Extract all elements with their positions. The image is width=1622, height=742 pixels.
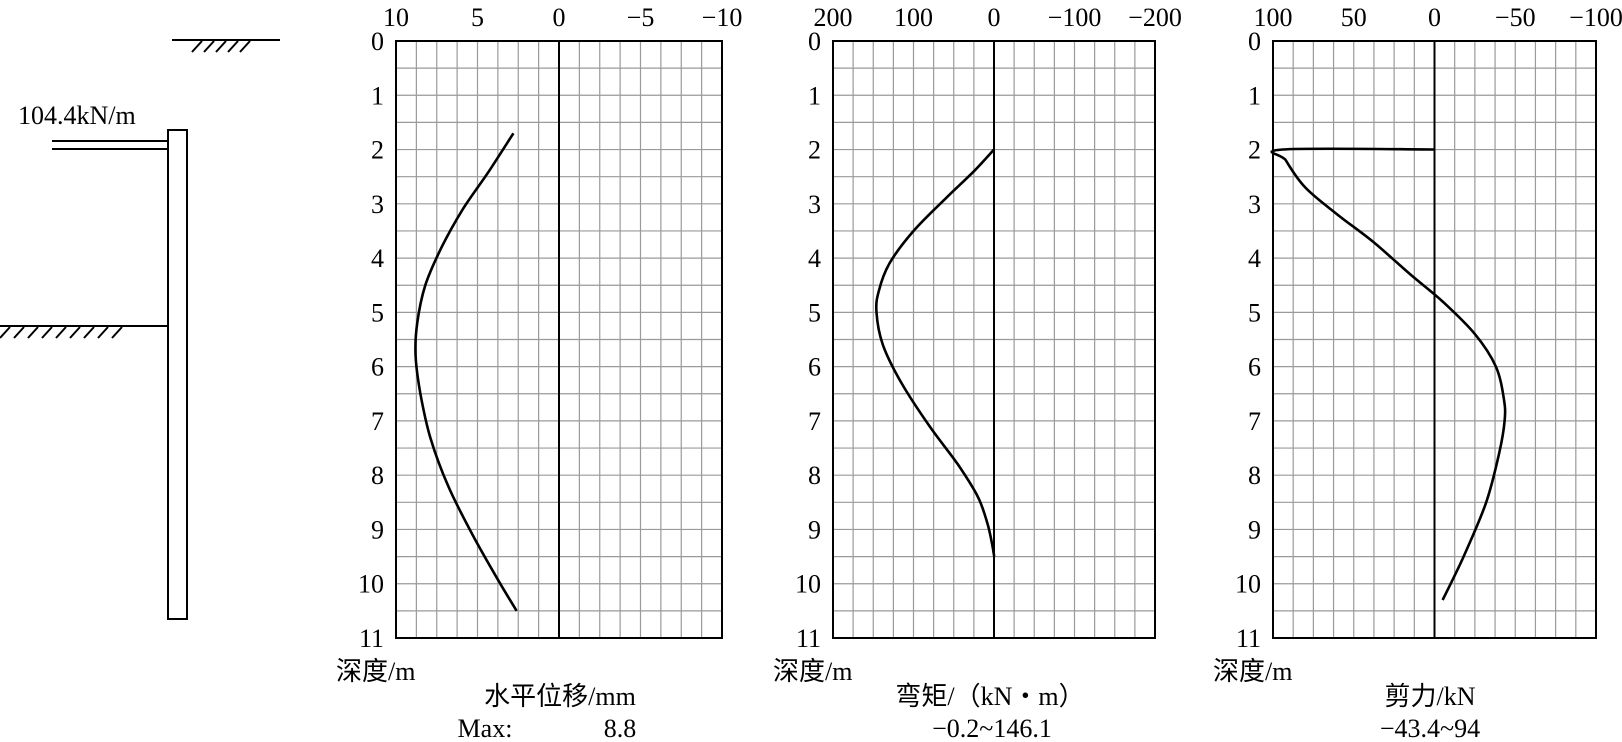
- displacement-y-tick-label: 7: [371, 407, 384, 436]
- shear-y-tick-label: 8: [1248, 461, 1261, 490]
- moment-y-tick-label: 0: [808, 27, 821, 56]
- displacement-x-axis-label: 水平位移/mm: [484, 682, 636, 711]
- shear-x-axis-label: 剪力/kN: [1384, 682, 1475, 711]
- moment-y-tick-label: 2: [808, 136, 821, 165]
- shear-y-tick-label: 5: [1248, 298, 1261, 327]
- excavation-level: [0, 325, 168, 339]
- displacement-x-tick-label: −10: [702, 3, 743, 32]
- shear-y-tick-label: 4: [1248, 244, 1261, 273]
- moment-y-tick-label: 8: [808, 461, 821, 490]
- moment-series-line: [874, 148, 996, 557]
- displacement-y-tick-label: 4: [371, 244, 384, 273]
- displacement-y-tick-label: 3: [371, 190, 384, 219]
- shear-x-tick-label: −50: [1495, 3, 1536, 32]
- displacement-y-tick-label: 9: [371, 515, 384, 544]
- strut-support: [52, 140, 168, 150]
- displacement-x-tick-label: 0: [553, 3, 566, 32]
- shear-y-tick-label: 10: [1235, 570, 1261, 599]
- shear-y-tick-label: 11: [1236, 624, 1261, 653]
- moment-y-tick-label: 10: [795, 570, 821, 599]
- shear-y-tick-label: 7: [1248, 407, 1261, 436]
- moment-x-axis-label: 弯矩/（kN・m）: [895, 682, 1084, 711]
- moment-y-axis-label: 深度/m: [773, 657, 852, 686]
- retaining-wall: [167, 129, 188, 620]
- shear-x-tick-label: 100: [1254, 3, 1293, 32]
- shear-x-tick-label: −100: [1569, 3, 1622, 32]
- displacement-y-tick-label: 2: [371, 136, 384, 165]
- ground-surface-top: [172, 39, 280, 53]
- moment-x-tick-label: 0: [988, 3, 1001, 32]
- moment-x-tick-label: 100: [894, 3, 933, 32]
- shear-y-tick-label: 1: [1248, 81, 1261, 110]
- displacement-y-tick-label: 6: [371, 353, 384, 382]
- moment-x-tick-label: 200: [814, 3, 853, 32]
- load-label: 104.4kN/m: [18, 101, 136, 130]
- displacement-y-tick-label: 0: [371, 27, 384, 56]
- shear-x-tick-label: 0: [1428, 3, 1441, 32]
- moment-x-tick-label: −100: [1048, 3, 1102, 32]
- displacement-y-tick-label: 1: [371, 81, 384, 110]
- shear-summary-value: −43.4~94: [1380, 714, 1480, 742]
- displacement-y-tick-label: 8: [371, 461, 384, 490]
- moment-x-tick-label: −200: [1128, 3, 1182, 32]
- displacement-y-tick-label: 5: [371, 298, 384, 327]
- displacement-series-line: [414, 132, 518, 612]
- shear-y-tick-label: 0: [1248, 27, 1261, 56]
- displacement-y-axis-label: 深度/m: [336, 657, 415, 686]
- displacement-x-tick-label: −5: [627, 3, 655, 32]
- moment-y-tick-label: 6: [808, 353, 821, 382]
- displacement-y-tick-label: 11: [359, 624, 384, 653]
- shear-y-tick-label: 3: [1248, 190, 1261, 219]
- shear-y-tick-label: 2: [1248, 136, 1261, 165]
- moment-y-tick-label: 11: [796, 624, 821, 653]
- displacement-x-tick-label: 5: [471, 3, 484, 32]
- shear-y-axis-label: 深度/m: [1213, 657, 1292, 686]
- shear-series-line: [1270, 147, 1507, 601]
- shear-x-tick-label: 50: [1341, 3, 1367, 32]
- displacement-summary-value: 8.8: [604, 714, 637, 742]
- shear-y-tick-label: 9: [1248, 515, 1261, 544]
- moment-summary-value: −0.2~146.1: [932, 714, 1052, 742]
- displacement-x-tick-label: 10: [383, 3, 409, 32]
- moment-y-tick-label: 9: [808, 515, 821, 544]
- moment-y-tick-label: 4: [808, 244, 821, 273]
- shear-y-tick-label: 6: [1248, 353, 1261, 382]
- displacement-summary-label: Max:: [458, 714, 513, 742]
- moment-y-tick-label: 5: [808, 298, 821, 327]
- moment-y-tick-label: 1: [808, 81, 821, 110]
- moment-y-tick-label: 3: [808, 190, 821, 219]
- moment-y-tick-label: 7: [808, 407, 821, 436]
- displacement-y-tick-label: 10: [358, 570, 384, 599]
